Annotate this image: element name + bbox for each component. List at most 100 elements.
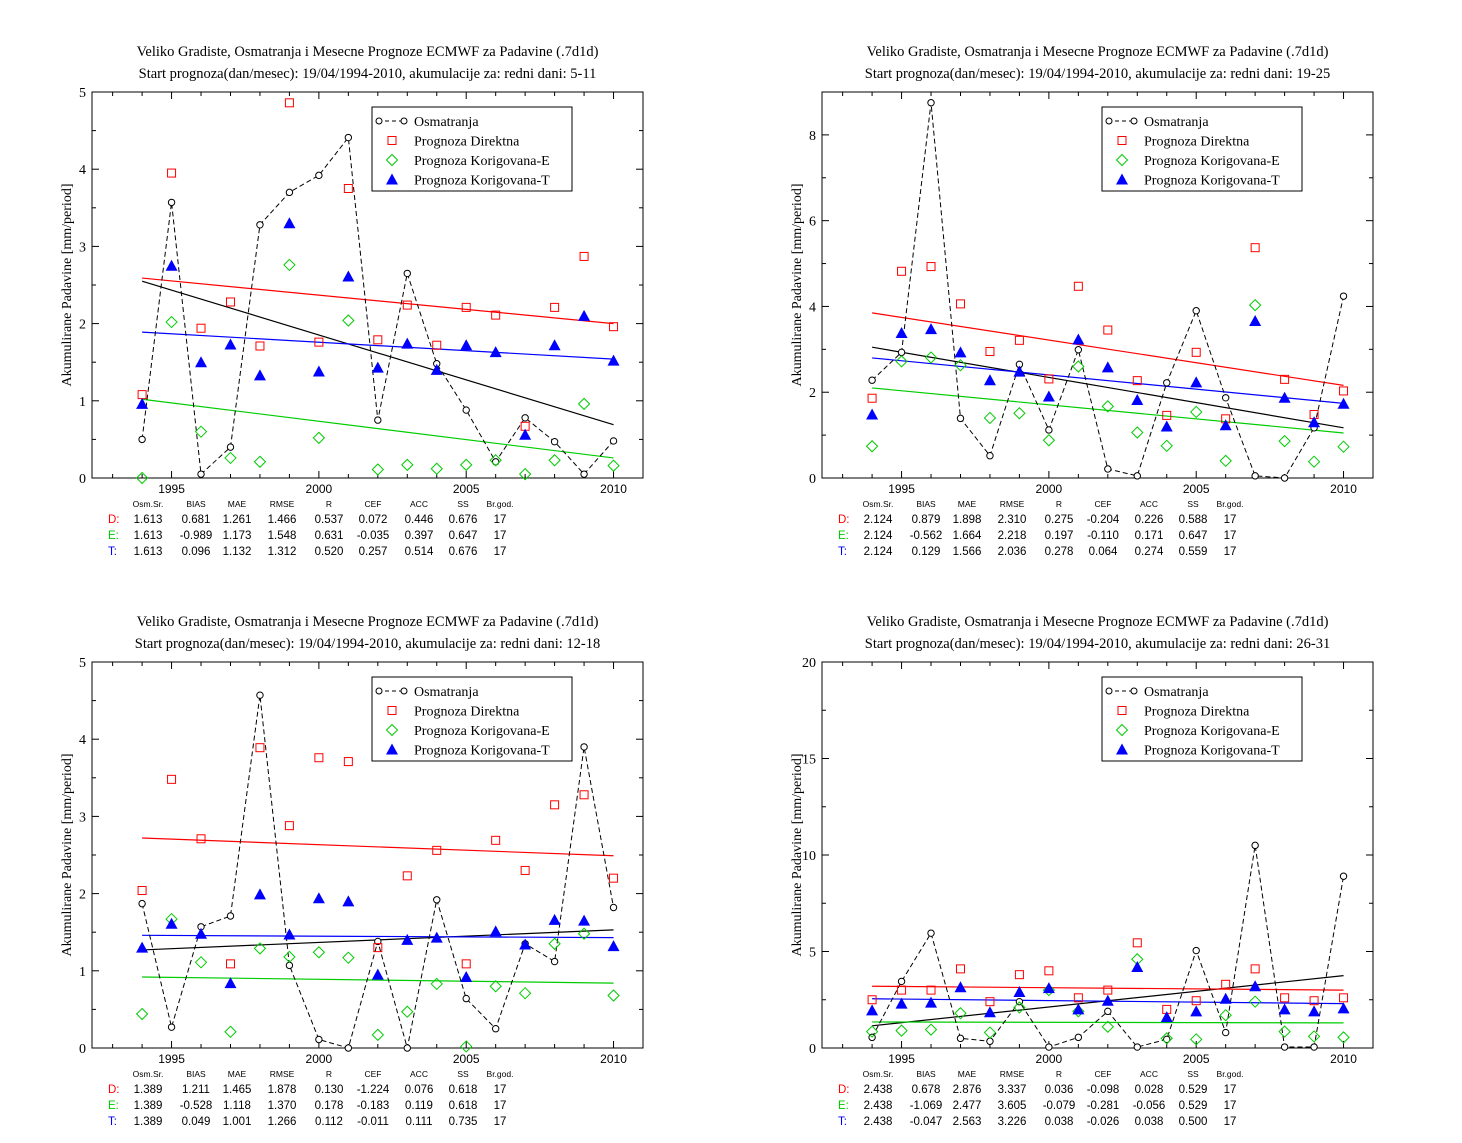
- kore-point: [518, 467, 532, 481]
- legend-label-kore: Prognoza Korigovana-E: [1144, 154, 1280, 169]
- kort-point: [1308, 1005, 1321, 1017]
- x-tick-label: 2000: [306, 482, 333, 496]
- stats-header-cell: SS: [1187, 1069, 1199, 1079]
- kore-point: [401, 1005, 414, 1018]
- obs-point: [1339, 872, 1348, 880]
- kore-point: [371, 1028, 385, 1042]
- kore-point: [1337, 1031, 1350, 1044]
- legend-marker-obs: [400, 117, 408, 125]
- kort-point: [1160, 1011, 1173, 1023]
- obs-point: [1133, 472, 1141, 480]
- obs-point: [1251, 472, 1259, 480]
- stats-header-cell: CEF: [365, 1069, 382, 1079]
- legend-marker-kort: [386, 173, 398, 185]
- chart-panel-1: Veliko Gradiste, Osmatranja i Mesecne Pr…: [60, 44, 644, 558]
- kore-point: [954, 1007, 967, 1020]
- obs-point: [1192, 946, 1200, 955]
- stats-cell: 0.226: [1135, 514, 1164, 526]
- stats-cell: 17: [1224, 514, 1237, 526]
- stats-cell: 2.876: [953, 1084, 982, 1096]
- kort-point: [1042, 390, 1055, 402]
- stats-cell: 1.001: [223, 1116, 252, 1128]
- dir-point: [1132, 938, 1142, 948]
- stats-header-cell: Osm.Sr.: [133, 499, 164, 509]
- stats-cell: 0.514: [405, 546, 434, 558]
- y-tick-label: 0: [809, 1042, 816, 1057]
- x-tick-label: 2010: [600, 1052, 627, 1066]
- dir-point: [1339, 386, 1349, 396]
- stats-header-cell: CEF: [1095, 499, 1112, 509]
- trend-line-kore: [872, 1021, 1344, 1024]
- stats-header-cell: Br.god.: [1217, 499, 1244, 509]
- dir-point: [314, 753, 324, 763]
- kort-point: [371, 361, 384, 373]
- stats-cell: 1.466: [268, 514, 297, 526]
- dir-point: [926, 985, 936, 995]
- x-tick-label: 2010: [1330, 482, 1357, 496]
- stats-cell: 17: [494, 546, 507, 558]
- stats-cell: 0.111: [405, 1116, 432, 1128]
- legend-marker-obs: [1105, 117, 1113, 125]
- kore-point: [253, 455, 267, 468]
- stats-cell: 1.613: [134, 546, 163, 558]
- kore-point: [607, 459, 620, 472]
- dir-point: [461, 959, 471, 969]
- obs-point: [138, 899, 146, 908]
- dir-point: [255, 341, 265, 351]
- stats-cell: -0.562: [910, 530, 943, 542]
- stats-cell: 1.389: [134, 1100, 163, 1112]
- legend-marker-dir: [1117, 136, 1127, 145]
- kort-point: [136, 397, 149, 409]
- legend-marker-kort: [386, 743, 398, 755]
- dir-point: [284, 98, 294, 108]
- stats-cell: 2.563: [953, 1116, 982, 1128]
- kore-point: [865, 1025, 879, 1038]
- kore-point: [1160, 1032, 1173, 1045]
- obs-point: [491, 1025, 500, 1033]
- stats-cell: 2.438: [864, 1100, 893, 1112]
- kore-point: [1072, 1005, 1085, 1018]
- y-tick-label: 0: [79, 1042, 86, 1057]
- kort-point: [1072, 333, 1085, 345]
- kort-point: [954, 981, 967, 993]
- stats-header-cell: BIAS: [916, 499, 936, 509]
- stats-cell: 1.211: [182, 1084, 210, 1096]
- legend-marker-kore: [1115, 153, 1129, 167]
- obs-point: [521, 414, 529, 422]
- stats-cell: 0.529: [1179, 1100, 1208, 1112]
- kore-point: [983, 1026, 997, 1039]
- legend-marker-obs: [375, 687, 383, 695]
- stats-cell: -1.069: [910, 1100, 943, 1112]
- chart-panel-2: Veliko Gradiste, Osmatranja i Mesecne Pr…: [790, 44, 1374, 558]
- legend-label-kort: Prognoza Korigovana-T: [414, 744, 550, 759]
- kore-point: [1278, 434, 1291, 448]
- dir-point: [926, 262, 936, 272]
- stats-cell: 0.676: [449, 546, 478, 558]
- stats-cell: 0.028: [1135, 1084, 1164, 1096]
- dir-point: [167, 168, 177, 178]
- x-tick-label: 2005: [453, 482, 480, 496]
- stats-cell: -1.224: [357, 1084, 390, 1096]
- y-tick-label: 10: [802, 849, 816, 864]
- obs-point: [1163, 379, 1171, 387]
- stats-cell: 1.132: [223, 546, 252, 558]
- obs-point: [580, 743, 588, 751]
- kore-point: [460, 1040, 473, 1053]
- kore-point: [954, 358, 967, 372]
- kore-point: [371, 463, 385, 476]
- kore-point: [165, 315, 178, 329]
- obs-point: [1280, 1043, 1289, 1051]
- stats-row-label: D:: [108, 514, 120, 526]
- stats-header-cell: ACC: [1140, 499, 1158, 509]
- x-tick-label: 2000: [1036, 482, 1063, 496]
- kort-point: [548, 913, 561, 925]
- stats-cell: -0.528: [180, 1100, 213, 1112]
- stats-cell: -0.110: [1087, 530, 1119, 542]
- dir-point: [1250, 964, 1260, 974]
- x-tick-label: 1995: [158, 482, 185, 496]
- obs-point: [167, 1023, 176, 1031]
- stats-row-label: T:: [838, 1116, 847, 1128]
- dir-point: [609, 322, 619, 332]
- y-tick-label: 4: [79, 163, 86, 178]
- kore-point: [1219, 1008, 1232, 1022]
